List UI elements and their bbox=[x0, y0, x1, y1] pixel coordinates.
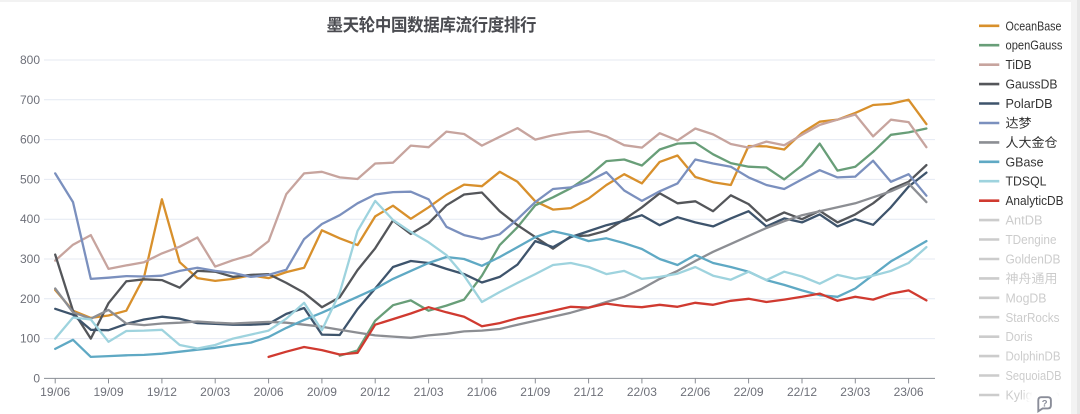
svg-text:GoldenDB: GoldenDB bbox=[1006, 252, 1061, 267]
svg-text:400: 400 bbox=[20, 212, 40, 226]
svg-text:OceanBase: OceanBase bbox=[1006, 18, 1062, 33]
svg-text:TiDB: TiDB bbox=[1006, 57, 1032, 72]
svg-text:PolarDB: PolarDB bbox=[1006, 96, 1053, 111]
svg-text:23/03: 23/03 bbox=[840, 385, 870, 399]
svg-text:GaussDB: GaussDB bbox=[1006, 77, 1058, 92]
svg-text:20/03: 20/03 bbox=[200, 385, 230, 399]
svg-text:AnalyticDB: AnalyticDB bbox=[1006, 193, 1064, 208]
svg-text:23/06: 23/06 bbox=[894, 385, 924, 399]
svg-text:TDSQL: TDSQL bbox=[1006, 174, 1047, 189]
svg-text:500: 500 bbox=[20, 172, 40, 186]
svg-text:300: 300 bbox=[20, 252, 40, 266]
svg-text:22/12: 22/12 bbox=[787, 385, 817, 399]
svg-text:openGauss: openGauss bbox=[1006, 38, 1063, 53]
svg-text:19/09: 19/09 bbox=[93, 385, 123, 399]
svg-text:TDengine: TDengine bbox=[1006, 232, 1057, 247]
svg-text:20/06: 20/06 bbox=[254, 385, 284, 399]
svg-text:StarRocks: StarRocks bbox=[1006, 310, 1060, 325]
svg-text:100: 100 bbox=[20, 332, 40, 346]
svg-text:21/12: 21/12 bbox=[574, 385, 604, 399]
svg-text:AntDB: AntDB bbox=[1006, 213, 1043, 228]
svg-text:0: 0 bbox=[33, 371, 40, 385]
svg-text:200: 200 bbox=[20, 292, 40, 306]
svg-text:22/09: 22/09 bbox=[734, 385, 764, 399]
svg-text:Doris: Doris bbox=[1006, 329, 1033, 344]
svg-text:800: 800 bbox=[20, 53, 40, 67]
svg-text:MogDB: MogDB bbox=[1006, 290, 1047, 305]
svg-text:21/09: 21/09 bbox=[520, 385, 550, 399]
svg-text:600: 600 bbox=[20, 133, 40, 147]
svg-text:20/09: 20/09 bbox=[307, 385, 337, 399]
svg-text:22/03: 22/03 bbox=[627, 385, 657, 399]
svg-text:21/06: 21/06 bbox=[467, 385, 497, 399]
svg-text:19/12: 19/12 bbox=[147, 385, 177, 399]
svg-text:19/06: 19/06 bbox=[40, 385, 70, 399]
svg-text:GBase: GBase bbox=[1006, 154, 1044, 169]
svg-text:700: 700 bbox=[20, 93, 40, 107]
svg-text:DolphinDB: DolphinDB bbox=[1006, 349, 1061, 364]
svg-text:20/12: 20/12 bbox=[360, 385, 390, 399]
svg-text:21/03: 21/03 bbox=[414, 385, 444, 399]
svg-text:?: ? bbox=[1042, 399, 1048, 410]
svg-text:22/06: 22/06 bbox=[680, 385, 710, 399]
